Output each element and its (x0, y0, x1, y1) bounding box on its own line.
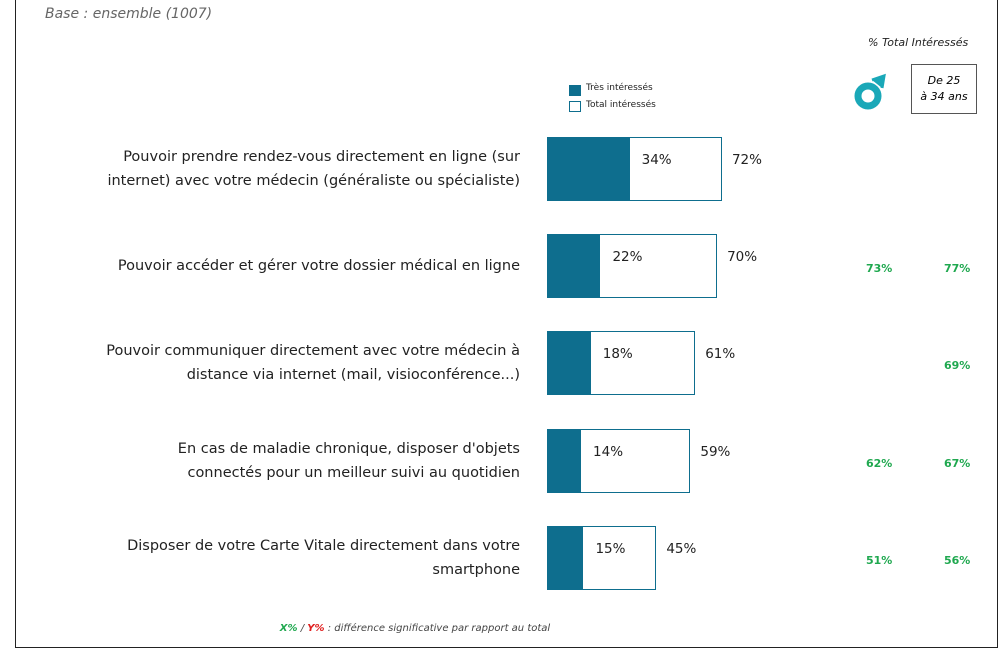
subgroup-value: 69% (944, 359, 971, 373)
note-sep: / (297, 623, 308, 634)
bar-tres (547, 428, 582, 493)
category-label: Pouvoir prendre rendez-vous directement … (107, 149, 520, 189)
footnote: X% / Y% : différence significative par r… (0, 623, 830, 634)
base-note: Base : ensemble (1007) (45, 6, 213, 22)
subgroup-value: 77% (944, 262, 971, 276)
bar-tres (547, 331, 591, 396)
category-label: Pouvoir communiquer directement avec vot… (106, 343, 520, 384)
subgroup-value: 67% (944, 456, 971, 470)
subgroup-value: 73% (866, 262, 893, 276)
value-label: 34% (641, 152, 672, 168)
subgroup-value: 62% (866, 456, 893, 470)
value-label: 45% (666, 540, 697, 557)
subgroup-value: 56% (944, 553, 971, 567)
subgroup-value: 51% (866, 553, 893, 567)
category-label: Disposer de votre Carte Vitale directeme… (127, 537, 520, 578)
frame (15, 0, 998, 648)
category-label: En cas de maladie chronique, disposer d'… (177, 440, 520, 481)
note-text: : différence significative par rapport a… (324, 623, 551, 634)
male-icon (854, 73, 886, 110)
legend-swatch (569, 101, 581, 112)
value-label: 61% (705, 346, 736, 363)
subgroup-header: De 25 à 34 ans (911, 64, 977, 114)
bar-tres (547, 234, 601, 299)
value-label: 22% (612, 249, 643, 266)
value-label: 70% (727, 249, 758, 266)
legend-label: Très intéressés (586, 83, 653, 93)
value-label: 59% (700, 443, 731, 460)
value-label: 15% (595, 540, 626, 557)
subgroups-title: % Total Intéressés (868, 36, 969, 49)
legend-swatch (569, 85, 581, 96)
value-label: 14% (593, 443, 624, 460)
category-label: Pouvoir accéder et gérer votre dossier m… (117, 258, 520, 275)
bar-tres (547, 525, 584, 590)
note-y: Y% (307, 623, 325, 634)
legend-label: Total intéressés (586, 100, 656, 110)
value-label: 72% (731, 152, 762, 168)
bar-tres (547, 137, 630, 201)
note-x: X% (279, 623, 298, 634)
value-label: 18% (602, 346, 633, 363)
